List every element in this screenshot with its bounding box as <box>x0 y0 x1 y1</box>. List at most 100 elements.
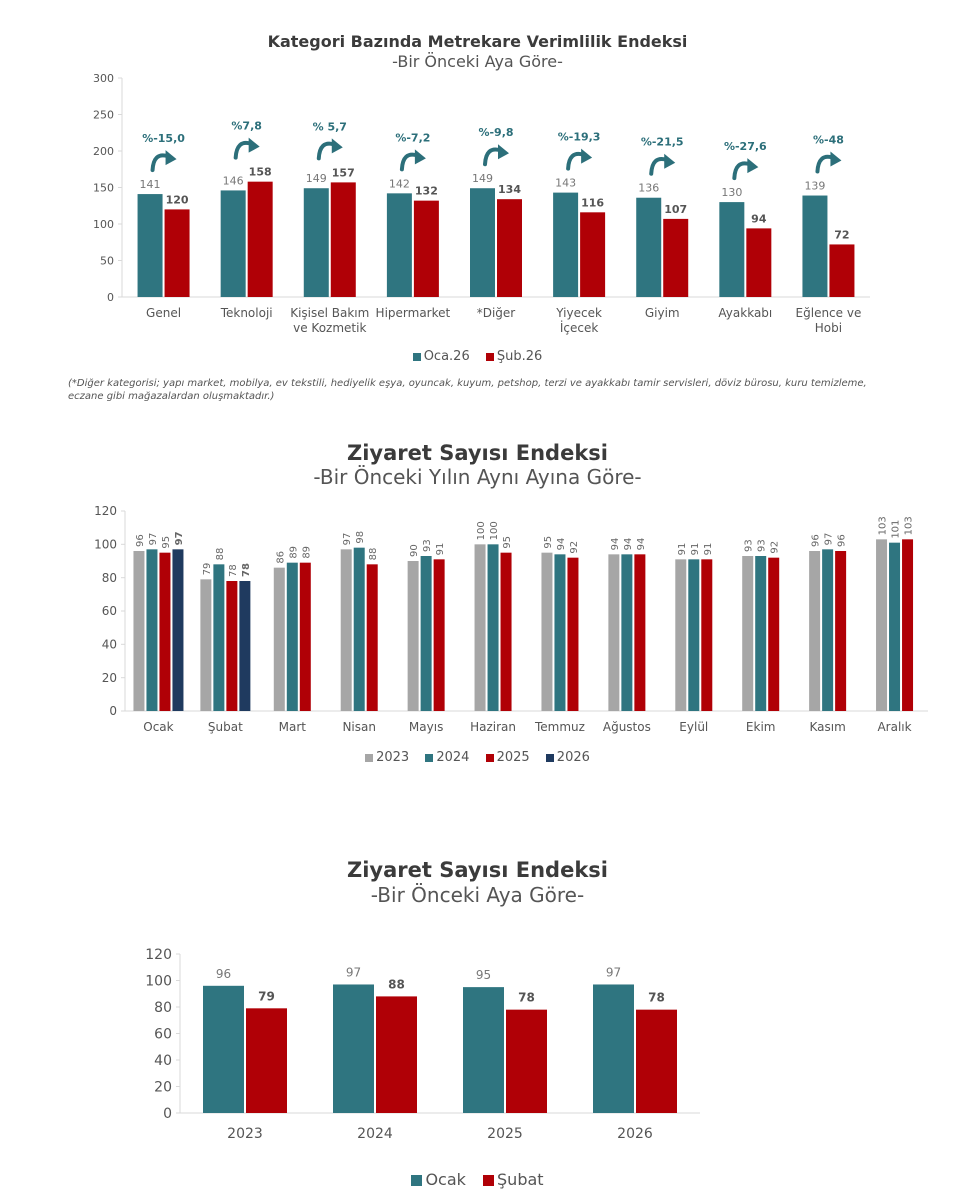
data-label: 157 <box>332 166 355 179</box>
y-tick-label: 300 <box>93 72 114 85</box>
data-label: 97 <box>346 965 361 979</box>
data-label: 78 <box>241 563 252 577</box>
bar <box>376 996 417 1113</box>
legend-label: Oca.26 <box>423 349 470 364</box>
legend-label: 2023 <box>376 750 410 765</box>
data-label: 72 <box>834 228 849 241</box>
data-label: 116 <box>581 196 604 209</box>
bar <box>200 579 212 711</box>
x-tick-label: Eylül <box>679 720 708 734</box>
change-label: %7,8 <box>231 120 262 133</box>
x-tick-label: Mart <box>279 720 307 734</box>
chart-2-title: Ziyaret Sayısı Endeksi <box>346 441 608 465</box>
x-tick-label: Genel <box>146 306 181 320</box>
y-tick-label: 100 <box>93 218 114 231</box>
data-label: 143 <box>555 177 576 190</box>
data-label: 96 <box>135 534 146 547</box>
data-label: 98 <box>355 531 366 544</box>
data-label: 149 <box>306 172 327 185</box>
data-label: 95 <box>543 536 554 549</box>
data-label: 92 <box>770 541 781 554</box>
y-tick-label: 50 <box>100 254 114 267</box>
bar <box>353 547 365 711</box>
data-label: 86 <box>275 551 286 564</box>
bar <box>567 557 579 711</box>
arrow-head-icon <box>830 151 842 167</box>
chart-1-legend: Oca.26 Şub.26 <box>0 349 955 364</box>
bar <box>802 195 828 297</box>
bar <box>146 549 158 711</box>
data-label: 146 <box>223 174 244 187</box>
curved-arrow-icon <box>815 154 835 174</box>
data-label: 97 <box>606 965 621 979</box>
bar <box>220 190 246 297</box>
data-label: 88 <box>368 548 379 561</box>
data-label: 149 <box>472 172 493 185</box>
bar <box>742 556 754 711</box>
data-label: 91 <box>677 543 688 556</box>
bar <box>889 542 901 711</box>
bar <box>541 552 553 711</box>
legend-label: Şubat <box>497 1170 544 1189</box>
y-tick-label: 120 <box>94 504 117 518</box>
legend-item-2025: 2025 <box>485 750 530 765</box>
bar <box>554 554 566 711</box>
bar <box>506 1009 547 1113</box>
data-label: 132 <box>415 185 438 198</box>
bar <box>755 556 767 711</box>
chart-3-title: Ziyaret Sayısı Endeksi <box>346 858 608 882</box>
y-tick-label: 0 <box>163 1106 172 1122</box>
data-label: 93 <box>757 539 768 552</box>
chart-3-subtitle: -Bir Önceki Aya Göre- <box>370 883 585 907</box>
data-label: 96 <box>216 967 231 981</box>
bar <box>273 567 285 711</box>
bar <box>366 564 378 711</box>
data-label: 79 <box>258 989 275 1003</box>
data-label: 134 <box>498 183 521 196</box>
bar <box>608 554 620 711</box>
data-label: 95 <box>161 536 172 549</box>
data-label: 79 <box>202 563 213 576</box>
curved-arrow-icon <box>649 157 669 176</box>
x-tick-label: Kişisel Bakım <box>290 306 369 320</box>
data-label: 100 <box>476 521 487 540</box>
x-tick-label: Haziran <box>470 720 516 734</box>
bar <box>137 194 163 297</box>
bar <box>487 544 499 711</box>
legend-item-sub26: Şub.26 <box>485 349 542 364</box>
arrow-head-icon <box>248 137 260 153</box>
data-label: 158 <box>249 166 272 179</box>
data-label: 91 <box>690 543 701 556</box>
y-tick-label: 40 <box>102 638 117 652</box>
data-label: 91 <box>435 543 446 556</box>
chart-1-subtitle: -Bir Önceki Aya Göre- <box>392 52 563 71</box>
change-label: %-27,6 <box>724 140 767 153</box>
chart-1-title: Kategori Bazında Metrekare Verimlilik En… <box>267 32 688 51</box>
bar <box>463 987 504 1113</box>
legend-item-ocak: Ocak <box>411 1170 466 1189</box>
bar <box>497 199 522 297</box>
data-label: 93 <box>744 539 755 552</box>
data-label: 78 <box>648 991 665 1005</box>
y-tick-label: 20 <box>154 1079 172 1095</box>
bar <box>286 562 298 711</box>
arrow-head-icon <box>498 144 509 160</box>
x-tick-label: 2025 <box>487 1126 523 1142</box>
data-label: 130 <box>721 186 742 199</box>
bar <box>835 551 847 711</box>
data-label: 96 <box>837 534 848 547</box>
chart-2-subtitle: -Bir Önceki Yılın Aynı Ayına Göre- <box>313 465 642 489</box>
bar <box>246 1008 287 1113</box>
data-label: 96 <box>811 534 822 547</box>
x-tick-label: Kasım <box>809 720 845 734</box>
bar <box>213 564 225 711</box>
bar <box>636 197 662 297</box>
y-tick-label: 80 <box>154 1000 172 1016</box>
data-label: 103 <box>904 516 915 535</box>
data-label: 95 <box>476 968 491 982</box>
change-label: %-48 <box>813 134 844 147</box>
data-label: 97 <box>824 533 835 546</box>
bar <box>333 984 374 1113</box>
x-tick-label: *Diğer <box>477 306 516 320</box>
legend-item-2023: 2023 <box>365 750 409 765</box>
